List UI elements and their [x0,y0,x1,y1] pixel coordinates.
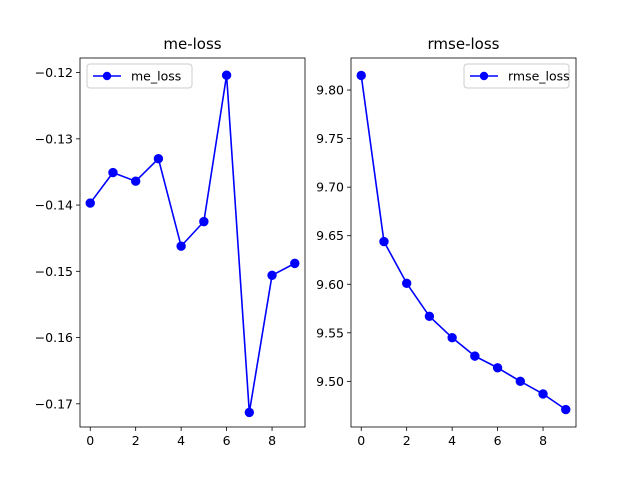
me-loss-y-tick-label: −0.14 [35,198,73,213]
me-loss-x-tick-label: 0 [86,433,94,448]
rmse-loss-data-point [424,311,435,321]
me-loss-y-tick-label: −0.12 [35,65,73,80]
rmse-loss-y-tick-label: 9.70 [316,180,344,195]
me-loss-data-point [108,167,118,178]
rmse-loss-axes-frame [350,57,577,428]
me-loss-legend: me_loss [86,63,193,89]
rmse-loss-data-point [356,70,366,81]
me-loss-axes-frame [79,57,306,428]
me-loss-data-point [176,241,186,251]
me-loss-legend-box [86,63,193,89]
me-loss-y-tick-label: −0.16 [35,330,73,345]
me-loss-title: me-loss [163,35,221,53]
me-loss-x-tick-label: 8 [268,433,276,448]
me-loss-data-point [130,176,141,186]
me-loss-data-point [267,270,277,280]
rmse-loss-legend-box [463,63,570,89]
rmse-loss-chart: rmse-loss 0 2 4 6 8 9.50 9.55 9.60 9.65 9.70 9.75 9.… [316,35,577,448]
rmse-loss-y-tick-label: 9.60 [316,277,344,292]
rmse-loss-legend: rmse_loss [463,63,570,89]
rmse-loss-legend-marker [479,71,489,81]
me-loss-data-point [85,198,95,208]
me-loss-data-point [199,216,209,227]
me-loss-x-tick-label: 2 [132,433,140,448]
me-loss-data-point [221,70,232,80]
rmse-loss-x-tick-label: 6 [494,433,502,448]
rmse-loss-y-tick-label: 9.65 [316,228,344,243]
rmse-loss-data-point [561,404,571,415]
rmse-loss-x-tick-label: 4 [448,433,456,448]
me-loss-data-point [290,258,300,269]
me-loss-y-tick-label: −0.13 [35,131,73,146]
rmse-loss-legend-label: rmse_loss [508,69,570,84]
me-loss-legend-marker [102,71,112,81]
rmse-loss-y-tick-label: 9.80 [316,83,344,98]
me-loss-data-point [153,153,164,164]
rmse-loss-x-tick-label: 8 [539,433,547,448]
rmse-loss-y-tick-label: 9.55 [316,325,344,340]
me-loss-series-line [89,74,296,414]
rmse-loss-data-point [515,376,526,387]
me-loss-y-tick-label: −0.17 [35,396,73,411]
rmse-loss-y-tick-label: 9.50 [316,374,344,389]
rmse-loss-data-point [492,363,503,373]
me-loss-x-tick-label: 4 [177,433,185,448]
me-loss-data-point [244,407,255,418]
rmse-loss-data-point [538,389,548,399]
me-loss-y-tick-label: −0.15 [35,264,73,279]
me-loss-chart: me-loss 0 2 4 6 8 −0.17 −0.16 −0.15 −0.14 −0.13 −0.… [35,35,306,448]
rmse-loss-data-point [470,351,480,361]
rmse-loss-x-tick-label: 2 [403,433,411,448]
rmse-loss-data-point [447,332,457,343]
rmse-loss-data-point [401,278,412,288]
rmse-loss-y-tick-label: 9.75 [316,131,344,146]
me-loss-legend-label: me_loss [131,69,181,84]
rmse-loss-data-point [379,236,389,247]
rmse-loss-series-line [360,75,567,411]
rmse-loss-x-tick-label: 0 [357,433,365,448]
rmse-loss-title: rmse-loss [428,35,500,53]
me-loss-x-tick-label: 6 [223,433,231,448]
